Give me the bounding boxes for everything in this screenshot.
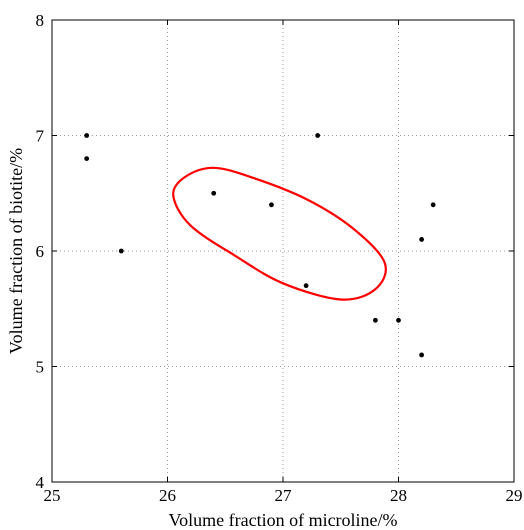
data-point <box>396 317 401 323</box>
y-tick-label: 7 <box>36 127 45 146</box>
x-tick-label: 26 <box>159 486 176 505</box>
data-point <box>419 237 424 242</box>
grid-lines <box>52 20 514 482</box>
x-tick-label: 25 <box>44 486 61 505</box>
data-point <box>315 133 321 138</box>
y-tick-label: 4 <box>36 473 45 492</box>
data-point <box>211 190 217 196</box>
data-point <box>373 317 378 323</box>
x-axis-label: Volume fraction of microline/% <box>168 510 397 530</box>
confidence-ellipse <box>172 166 387 301</box>
data-point <box>269 202 274 208</box>
data-point <box>430 202 436 208</box>
y-tick-label: 6 <box>36 242 45 261</box>
data-point <box>118 248 124 254</box>
x-tick-label: 28 <box>390 486 407 505</box>
data-points <box>84 133 436 358</box>
data-point <box>84 156 90 162</box>
data-point <box>303 283 309 289</box>
y-tick-label: 5 <box>36 358 45 377</box>
y-axis-label: Volume fraction of biotite/% <box>6 148 26 354</box>
x-tick-label: 27 <box>275 486 293 505</box>
ellipse-outline <box>172 166 387 301</box>
x-tick-label: 29 <box>506 486 523 505</box>
y-tick-label: 8 <box>36 11 45 30</box>
axis-ticks: 25 26 27 28 29 4 5 6 7 8 <box>36 11 523 505</box>
data-point <box>84 133 90 138</box>
data-point <box>419 352 424 358</box>
